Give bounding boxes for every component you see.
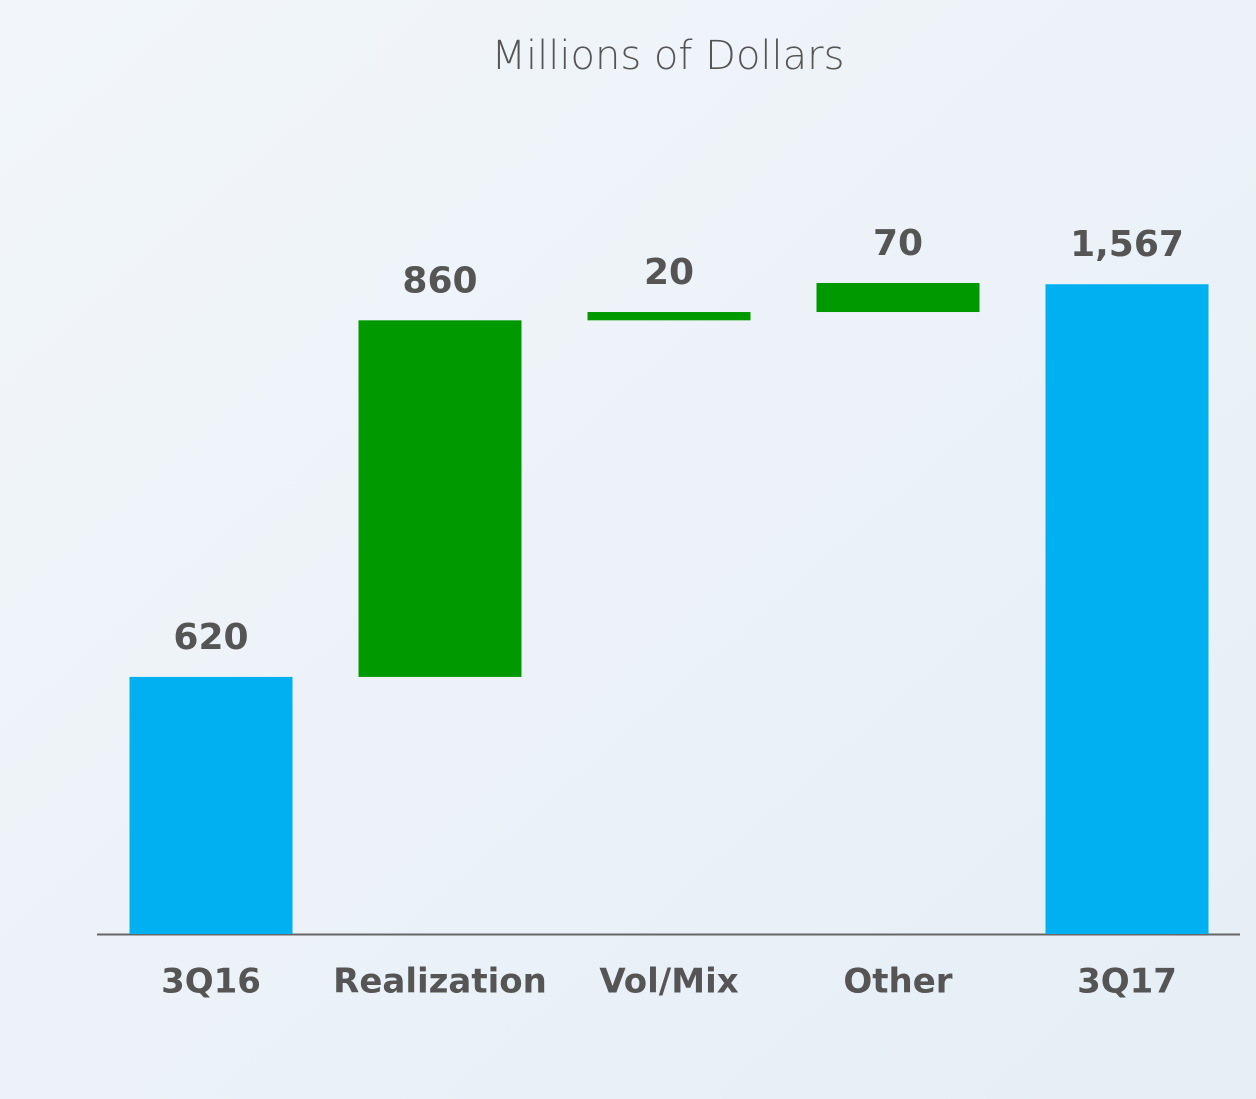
chart-title: Millions of Dollars — [492, 33, 845, 79]
bar — [1046, 284, 1209, 934]
x-tick-label: 3Q16 — [161, 962, 261, 1002]
x-tick-label: Realization — [333, 962, 547, 1002]
value-label: 70 — [873, 223, 923, 264]
bar — [359, 320, 522, 677]
value-label: 620 — [173, 617, 248, 658]
page: {"chart_data": {"type": "waterfall", "ti… — [0, 0, 1256, 1099]
bar — [588, 312, 751, 320]
x-tick-label: Other — [843, 962, 952, 1002]
x-tick-label: Vol/Mix — [599, 962, 738, 1002]
chart: Millions of Dollars 3Q16 620 Realization 86… — [0, 0, 1256, 1099]
bar — [817, 283, 980, 312]
bar — [130, 677, 293, 934]
value-label: 1,567 — [1070, 224, 1184, 265]
value-label: 20 — [644, 252, 694, 293]
value-label: 860 — [402, 260, 477, 301]
x-tick-label: 3Q17 — [1077, 962, 1177, 1002]
